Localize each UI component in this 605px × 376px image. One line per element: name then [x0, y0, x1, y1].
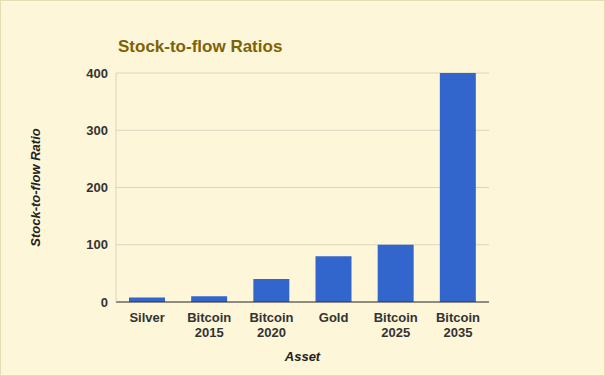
svg-text:Bitcoin2015: Bitcoin2015	[187, 310, 231, 340]
svg-text:0: 0	[101, 295, 108, 310]
html-text:Stock-to-flow Ratios: Stock-to-flow Ratios	[118, 37, 283, 56]
svg-text:100: 100	[86, 237, 108, 252]
svg-text:Bitcoin2035: Bitcoin2035	[436, 310, 480, 340]
svg-text:Stock-to-flow Ratio: Stock-to-flow Ratio	[28, 128, 43, 246]
svg-text:Gold: Gold	[319, 310, 349, 325]
svg-text:Asset: Asset	[284, 349, 321, 364]
svg-text:200: 200	[86, 180, 108, 195]
svg-text:Bitcoin2025: Bitcoin2025	[374, 310, 418, 340]
svg-text:300: 300	[86, 123, 108, 138]
svg-text:400: 400	[86, 66, 108, 81]
svg-text:Silver: Silver	[129, 310, 164, 325]
svg-text:Bitcoin2020: Bitcoin2020	[249, 310, 293, 340]
